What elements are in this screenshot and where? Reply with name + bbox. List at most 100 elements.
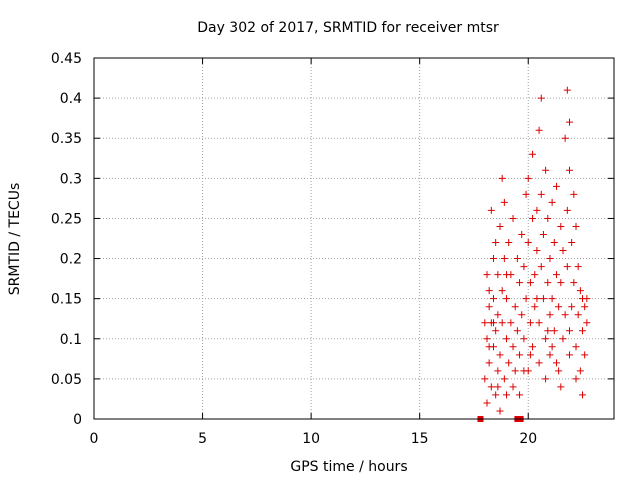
data-point xyxy=(550,327,558,335)
data-point xyxy=(500,375,508,383)
x-tick-label: 20 xyxy=(519,431,537,447)
data-point xyxy=(546,351,554,359)
data-point xyxy=(533,206,541,214)
y-tick-label: 0.2 xyxy=(60,252,82,268)
data-point xyxy=(492,239,500,247)
data-point xyxy=(546,311,554,319)
data-point xyxy=(494,367,502,375)
data-point xyxy=(529,214,537,222)
data-point xyxy=(492,391,500,399)
data-point xyxy=(574,311,582,319)
data-point xyxy=(520,263,528,271)
grid xyxy=(94,58,614,419)
y-tick-label: 0.45 xyxy=(51,51,82,67)
data-point xyxy=(485,343,493,351)
data-point xyxy=(568,239,576,247)
data-point xyxy=(520,367,528,375)
data-point xyxy=(505,239,513,247)
data-point xyxy=(561,311,569,319)
data-point xyxy=(494,383,502,391)
data-point xyxy=(552,271,560,279)
data-point xyxy=(509,383,517,391)
data-point xyxy=(563,263,571,271)
data-point xyxy=(518,311,526,319)
data-point xyxy=(544,214,552,222)
data-point xyxy=(483,399,491,407)
data-point xyxy=(500,198,508,206)
data-point xyxy=(565,166,573,174)
data-point xyxy=(552,359,560,367)
data-point xyxy=(550,239,558,247)
data-point xyxy=(481,319,489,327)
data-point xyxy=(557,279,565,287)
data-point xyxy=(559,247,567,255)
y-tick-label: 0.1 xyxy=(60,332,82,348)
data-point xyxy=(509,343,517,351)
data-point xyxy=(555,367,563,375)
data-point xyxy=(555,303,563,311)
data-point xyxy=(537,190,545,198)
data-point xyxy=(570,190,578,198)
data-point xyxy=(524,239,532,247)
data-point xyxy=(533,295,541,303)
data-point xyxy=(539,230,547,238)
data-point xyxy=(481,375,489,383)
data-point xyxy=(563,86,571,94)
data-point xyxy=(576,287,584,295)
data-point xyxy=(574,263,582,271)
data-point xyxy=(494,271,502,279)
data-point xyxy=(511,303,519,311)
data-point xyxy=(500,255,508,263)
data-point xyxy=(503,295,511,303)
data-point xyxy=(485,303,493,311)
data-point xyxy=(496,351,504,359)
data-point xyxy=(529,150,537,158)
data-point xyxy=(498,287,506,295)
data-point xyxy=(570,279,578,287)
data-point xyxy=(526,319,534,327)
data-point xyxy=(489,255,497,263)
data-point xyxy=(487,206,495,214)
data-point xyxy=(537,263,545,271)
data-point xyxy=(526,351,534,359)
data-point xyxy=(583,295,591,303)
data-point xyxy=(583,319,591,327)
data-point xyxy=(507,319,515,327)
chart-title: Day 302 of 2017, SRMTID for receiver mts… xyxy=(197,20,499,36)
x-axis: 0 5 10 15 20 xyxy=(90,58,537,447)
x-tick-label: 15 xyxy=(411,431,429,447)
plot-frame xyxy=(93,57,615,420)
data-points xyxy=(481,86,591,415)
data-point xyxy=(581,303,589,311)
data-point xyxy=(535,126,543,134)
data-point xyxy=(565,351,573,359)
data-point xyxy=(498,319,506,327)
data-point xyxy=(535,359,543,367)
y-tick-label: 0.15 xyxy=(51,292,82,308)
data-point xyxy=(520,335,528,343)
data-point xyxy=(531,303,539,311)
data-point xyxy=(516,391,524,399)
data-point xyxy=(568,303,576,311)
data-point xyxy=(483,335,491,343)
data-point xyxy=(503,335,511,343)
y-tick-label: 0.3 xyxy=(60,171,82,187)
data-point xyxy=(542,335,550,343)
data-point xyxy=(572,343,580,351)
data-point xyxy=(552,182,560,190)
data-point xyxy=(496,222,504,230)
data-point xyxy=(498,174,506,182)
data-point xyxy=(522,190,530,198)
data-point xyxy=(579,327,587,335)
data-point xyxy=(516,351,524,359)
data-point xyxy=(544,327,552,335)
data-point xyxy=(548,198,556,206)
data-point xyxy=(535,319,543,327)
data-point xyxy=(489,295,497,303)
data-point xyxy=(533,247,541,255)
data-point xyxy=(483,271,491,279)
data-point xyxy=(513,327,521,335)
y-axis-label: SRMTID / TECUs xyxy=(7,183,23,296)
data-point xyxy=(572,222,580,230)
